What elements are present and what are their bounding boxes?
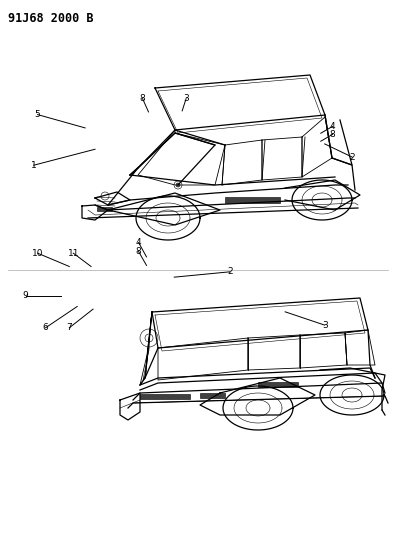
Bar [140, 394, 190, 399]
Bar [200, 393, 225, 398]
Text: 3: 3 [183, 94, 189, 103]
Text: 91J68 2000 B: 91J68 2000 B [8, 12, 93, 25]
Text: 6: 6 [43, 324, 48, 332]
Text: 8: 8 [330, 130, 335, 139]
Circle shape [176, 183, 180, 187]
Text: 1: 1 [31, 161, 36, 169]
Text: 2: 2 [227, 268, 232, 276]
Text: 4: 4 [136, 238, 141, 247]
Bar [225, 197, 280, 203]
Text: 11: 11 [67, 249, 79, 257]
Text: 7: 7 [67, 324, 72, 332]
Text: 3: 3 [322, 321, 327, 329]
Text: 4: 4 [330, 122, 335, 131]
Text: 2: 2 [350, 153, 355, 161]
Text: 8: 8 [136, 247, 141, 256]
Text: 9: 9 [23, 292, 29, 300]
Text: 8: 8 [140, 94, 145, 103]
Bar [97, 207, 112, 211]
Text: 5: 5 [35, 110, 40, 119]
Text: 10: 10 [32, 249, 44, 257]
Bar [258, 382, 298, 387]
